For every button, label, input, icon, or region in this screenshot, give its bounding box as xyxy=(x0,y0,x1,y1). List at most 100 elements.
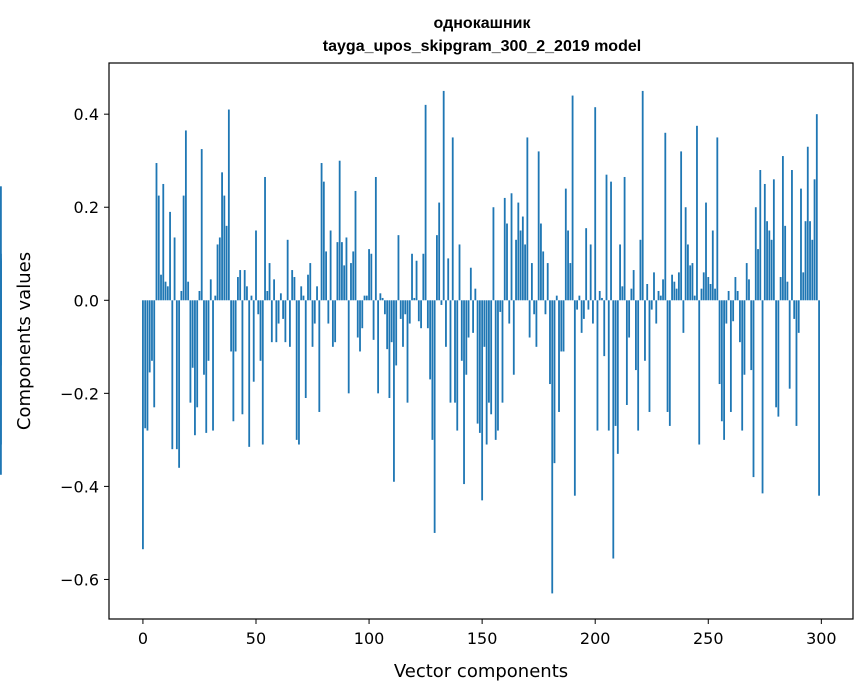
bar xyxy=(252,300,255,382)
bar xyxy=(200,149,203,301)
bar xyxy=(560,300,563,352)
bar xyxy=(417,300,420,322)
bar xyxy=(374,176,377,301)
bar xyxy=(354,190,357,301)
bar xyxy=(723,300,726,440)
bar xyxy=(264,176,266,301)
bar xyxy=(175,300,178,450)
bar xyxy=(402,300,404,347)
bar xyxy=(230,300,233,352)
bar xyxy=(304,300,307,398)
bar xyxy=(578,295,581,301)
bar xyxy=(521,216,524,301)
bar xyxy=(562,300,565,352)
bar xyxy=(549,300,551,385)
bar xyxy=(182,195,185,301)
bar xyxy=(478,300,481,433)
bar xyxy=(221,172,223,301)
bar xyxy=(607,300,610,431)
bar xyxy=(718,300,721,385)
bar xyxy=(809,221,811,301)
bar xyxy=(630,288,633,301)
bar xyxy=(223,195,226,301)
bar xyxy=(266,290,269,301)
bar xyxy=(648,300,651,412)
bar xyxy=(589,244,592,301)
bar xyxy=(743,300,746,375)
bar xyxy=(770,239,773,301)
bar xyxy=(0,300,2,475)
bar xyxy=(772,179,775,301)
bar xyxy=(739,300,741,343)
bar xyxy=(173,237,176,301)
bar xyxy=(243,270,246,301)
bar xyxy=(151,300,153,361)
bar xyxy=(503,197,506,301)
bar xyxy=(257,300,260,315)
x-tick-label: 0 xyxy=(138,629,148,648)
bar xyxy=(180,290,183,301)
bar xyxy=(519,230,522,301)
bar xyxy=(625,300,628,405)
bar xyxy=(341,242,343,301)
bar xyxy=(234,300,237,352)
bar xyxy=(657,290,660,301)
bar xyxy=(388,300,391,398)
bar xyxy=(501,300,504,403)
bar xyxy=(646,284,649,301)
bar xyxy=(680,151,683,301)
bar xyxy=(512,300,515,375)
bar xyxy=(508,300,511,324)
bar xyxy=(368,249,370,301)
bar xyxy=(300,286,303,301)
bar xyxy=(596,300,599,431)
bar xyxy=(768,230,771,301)
bar xyxy=(255,230,257,301)
bar xyxy=(510,193,513,301)
bar xyxy=(494,300,497,440)
bar xyxy=(426,300,429,329)
bar xyxy=(736,290,739,301)
bar xyxy=(813,179,816,301)
bar xyxy=(329,230,332,301)
bar xyxy=(598,290,601,301)
bar xyxy=(142,300,144,550)
bar xyxy=(451,137,454,301)
bar xyxy=(653,272,655,301)
bar xyxy=(198,290,201,301)
bar xyxy=(705,202,707,301)
bar xyxy=(406,300,409,403)
bar xyxy=(311,300,314,347)
bar xyxy=(605,174,608,301)
bar xyxy=(241,300,244,415)
bar xyxy=(555,295,558,301)
bar xyxy=(621,286,624,301)
bar xyxy=(673,281,676,301)
bar xyxy=(757,249,759,301)
bar xyxy=(456,300,459,431)
x-tick-label: 300 xyxy=(806,629,837,648)
bar xyxy=(164,281,167,301)
bar xyxy=(191,300,194,368)
x-tick-label: 250 xyxy=(693,629,724,648)
bar xyxy=(526,137,529,301)
bar xyxy=(246,286,248,301)
bar xyxy=(800,188,802,301)
bar xyxy=(325,251,327,301)
bar xyxy=(295,300,298,440)
bar xyxy=(322,181,325,301)
bar xyxy=(546,263,549,301)
bar xyxy=(791,170,793,301)
bar xyxy=(338,160,341,301)
bar xyxy=(227,109,230,301)
x-tick-label: 50 xyxy=(246,629,266,648)
bar xyxy=(714,288,716,301)
bar xyxy=(0,300,2,366)
bar xyxy=(675,288,678,301)
bar xyxy=(436,235,438,301)
bar xyxy=(309,263,312,301)
bar xyxy=(440,300,443,305)
bar xyxy=(788,300,791,389)
bar xyxy=(750,300,753,371)
